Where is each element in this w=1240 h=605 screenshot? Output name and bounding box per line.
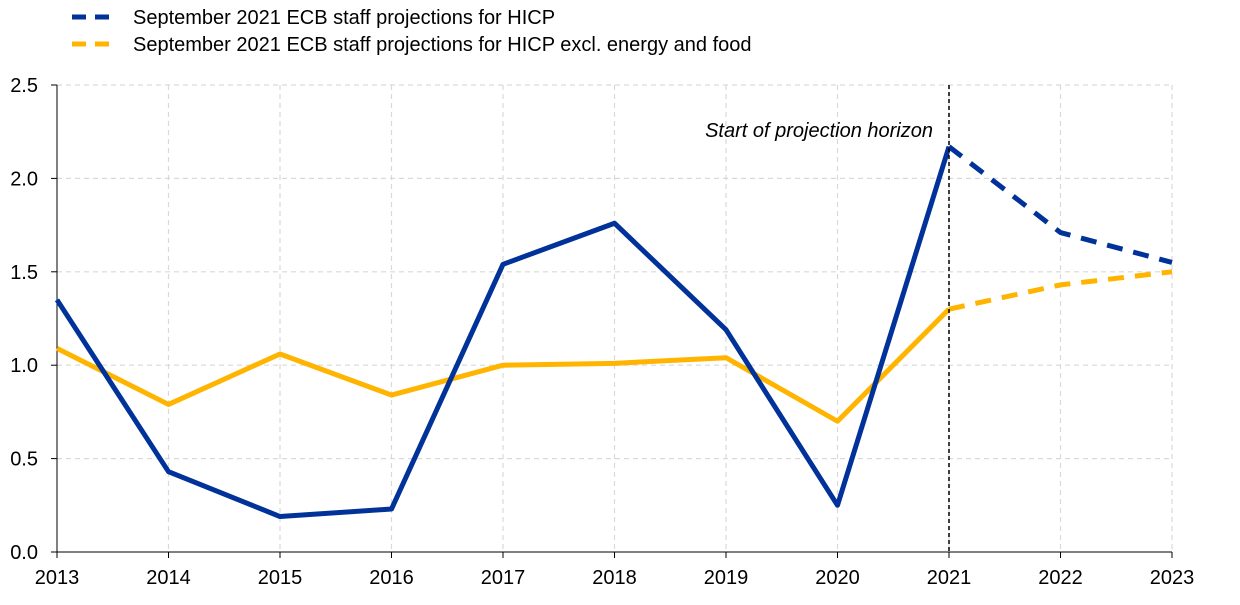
legend-label: September 2021 ECB staff projections for… xyxy=(133,7,555,29)
axes: 2013 2014 2015 2016 2017 2018 2019 2020 2021 2022… xyxy=(10,75,1194,589)
annotation: Start of projection horizon xyxy=(705,85,950,552)
x-tick-label: 2017 xyxy=(481,567,526,589)
x-tick-label: 2015 xyxy=(258,567,303,589)
series-1-actual-line xyxy=(55,307,951,424)
y-tick-label: 1.5 xyxy=(10,262,38,284)
x-tick-label: 2023 xyxy=(1150,567,1195,589)
legend: September 2021 ECB staff projections for… xyxy=(72,7,752,56)
legend-label: September 2021 ECB staff projections for… xyxy=(133,34,752,56)
projection-start-label: Start of projection horizon xyxy=(705,120,933,142)
y-tick-label: 0.0 xyxy=(10,542,38,564)
x-tick-label: 2020 xyxy=(815,567,860,589)
y-tick-label: 2.5 xyxy=(10,75,38,97)
x-tick-label: 2018 xyxy=(592,567,637,589)
x-tick-label: 2016 xyxy=(369,567,414,589)
x-tick-label: 2019 xyxy=(704,567,749,589)
x-tick-label: 2014 xyxy=(146,567,191,589)
x-tick-label: 2022 xyxy=(1038,567,1083,589)
series-1-projection-line xyxy=(948,269,1173,312)
series-0-projection-line xyxy=(947,144,1173,265)
series-0-actual-line xyxy=(54,145,952,520)
series-lines xyxy=(54,144,1173,520)
x-tick-label: 2021 xyxy=(927,567,972,589)
y-tick-label: 1.0 xyxy=(10,355,38,377)
grid xyxy=(57,84,1173,552)
x-tick-label: 2013 xyxy=(35,567,80,589)
y-tick-label: 0.5 xyxy=(10,449,38,471)
y-tick-label: 2.0 xyxy=(10,168,38,190)
